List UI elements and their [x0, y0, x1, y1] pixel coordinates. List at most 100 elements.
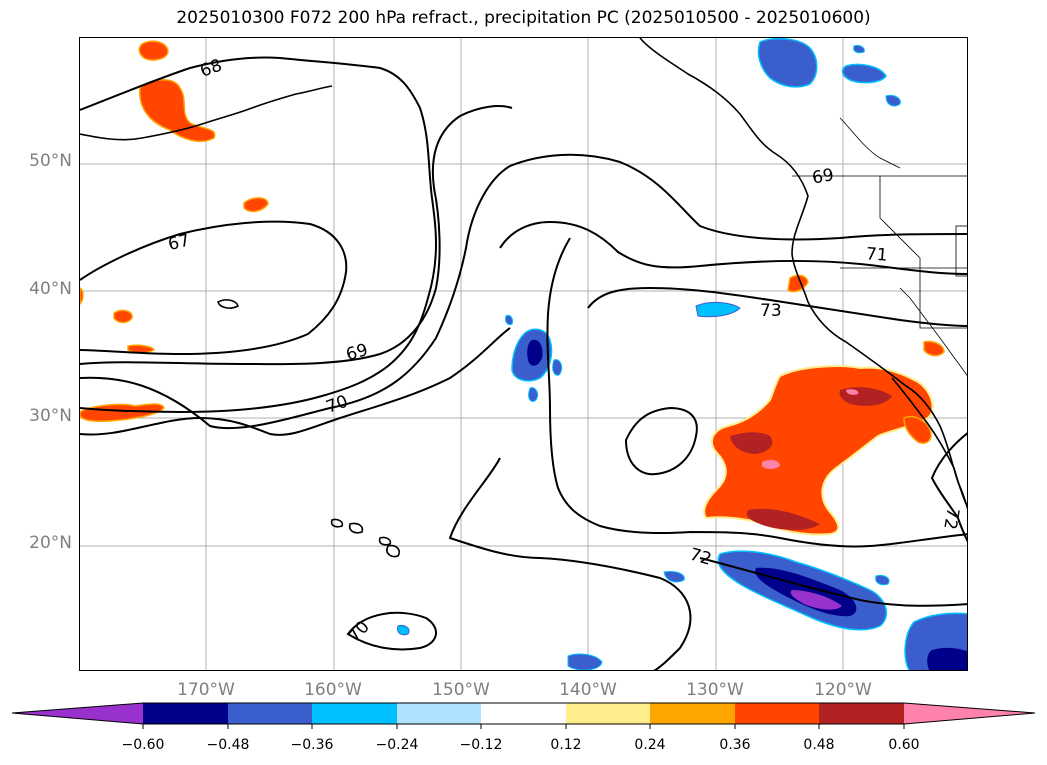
coast-hawaii-3 — [378, 536, 392, 546]
contour-label-68: 68 — [198, 56, 225, 82]
precip-patch-mid-1 — [243, 197, 269, 213]
coast-alaska-south — [80, 85, 333, 141]
contour-72a — [587, 286, 967, 327]
colorbar-extend-low — [12, 703, 143, 724]
contour-70-small — [346, 611, 437, 651]
precip-core-central-neg — [527, 339, 543, 366]
lon-label-170w: 170°W — [177, 680, 235, 700]
contour-73 — [546, 237, 967, 548]
colorbar-tick--0.48: −0.48 — [206, 737, 250, 753]
contour-label-69-north: 69 — [811, 165, 836, 188]
precip-patch-west-edge — [80, 287, 84, 306]
precip-patch-west-1 — [80, 403, 165, 422]
precip-patch-offcoast-neg2 — [875, 575, 890, 586]
contour-label-69: 69 — [344, 340, 370, 365]
colorbar-extend-high — [904, 703, 1035, 724]
colorbar — [11, 702, 1036, 729]
precip-patch-baja — [703, 365, 934, 536]
coastlines — [80, 38, 967, 558]
precip-core-south-purple — [790, 590, 842, 610]
lon-label-130w: 130°W — [686, 680, 744, 700]
colorbar-tick--0.12: −0.12 — [459, 737, 503, 753]
colorbar-tick--0.24: −0.24 — [375, 737, 419, 753]
colorbar-tick--0.36: −0.36 — [290, 737, 334, 753]
colorbar-segment-6 — [650, 703, 735, 724]
contour-67 — [80, 220, 348, 356]
contour-bottom-b — [448, 457, 692, 670]
precip-patch-north-neg4 — [853, 45, 865, 54]
precip-patch-central-neg2 — [528, 387, 539, 402]
political-borders — [792, 117, 967, 376]
precip-patch-nw — [139, 79, 216, 142]
lat-label-30n: 30°N — [29, 406, 72, 426]
colorbar-segment-4 — [481, 703, 566, 724]
precip-core-baja-pink2 — [846, 389, 859, 395]
refractivity-contours — [80, 56, 967, 670]
precip-positive-areas — [80, 40, 945, 536]
colorbar-segment-7 — [735, 703, 819, 724]
colorbar-tick-0.36: 0.36 — [719, 737, 751, 753]
colorbar-tick-0.48: 0.48 — [803, 737, 835, 753]
precip-patch-central-neg3 — [552, 359, 563, 376]
precip-patch-offcoast-neg — [695, 301, 741, 318]
lat-label-20n: 20°N — [29, 533, 72, 553]
contour-east-edge — [930, 432, 967, 543]
colorbar-segment-1 — [228, 703, 312, 724]
lat-label-50n: 50°N — [29, 151, 72, 171]
colorbar-segment-5 — [566, 703, 650, 724]
contour-label-72-east: 72 — [939, 506, 962, 531]
coast-hawaii-4 — [386, 544, 401, 558]
coast-baja — [891, 377, 967, 505]
precip-core-baja-pink — [762, 459, 780, 469]
contour-label-72-south: 72 — [687, 545, 713, 570]
coast-hawaii-1 — [330, 518, 344, 528]
colorbar-segments — [12, 703, 1035, 724]
contour-label-70-south: 70 — [345, 617, 374, 646]
contour-label-67: 67 — [166, 230, 192, 255]
contour-label-70: 70 — [324, 392, 351, 418]
coast-island-west — [217, 299, 239, 309]
contour-68 — [80, 56, 437, 414]
contour-70 — [80, 153, 967, 430]
colorbar-ticks — [142, 724, 905, 729]
coast-hawaii-2 — [348, 522, 364, 534]
colorbar-tick-0.60: 0.60 — [888, 737, 920, 753]
precip-patch-north-neg2 — [841, 63, 887, 84]
coast-north-america — [639, 38, 967, 510]
plot-title: 2025010300 F072 200 hPa refract., precip… — [176, 8, 871, 28]
precip-core-baja-1 — [730, 432, 773, 454]
contour-72c — [624, 406, 698, 476]
lon-label-160w: 160°W — [304, 680, 362, 700]
precip-core-south-neg4 — [927, 647, 967, 670]
precip-patch-hawaii-neg — [397, 625, 410, 636]
precip-patch-north-neg — [757, 38, 818, 88]
contour-label-71: 71 — [865, 244, 888, 265]
colorbar-segment-8 — [819, 703, 904, 724]
precip-core-baja-2 — [746, 508, 820, 530]
map-canvas: 68 67 69 70 71 73 72 72 70 69 — [80, 38, 967, 670]
map-panel: 68 67 69 70 71 73 72 72 70 69 — [79, 37, 968, 671]
contour-bottom — [699, 557, 967, 607]
precip-patch-north-neg3 — [885, 95, 901, 107]
contour-69 — [80, 105, 513, 366]
precip-patch-calif-2 — [923, 340, 945, 357]
precip-patch-south-neg2 — [663, 571, 685, 583]
colorbar-segment-3 — [397, 703, 481, 724]
contour-71 — [499, 220, 967, 275]
colorbar-segment-2 — [312, 703, 397, 724]
lon-label-140w: 140°W — [559, 680, 617, 700]
lon-label-120w: 120°W — [814, 680, 872, 700]
precip-patch-socal — [903, 416, 932, 444]
colorbar-tick--0.60: −0.60 — [121, 737, 165, 753]
lat-label-40n: 40°N — [29, 279, 72, 299]
precip-patch-central-neg4 — [505, 315, 513, 325]
graticule — [80, 38, 967, 670]
contour-label-73: 73 — [760, 301, 782, 321]
colorbar-tick-0.24: 0.24 — [634, 737, 666, 753]
contour-72b — [80, 327, 511, 436]
precip-patch-south-neg3 — [567, 653, 603, 670]
precip-patch-nw-small — [138, 40, 169, 61]
lon-label-150w: 150°W — [432, 680, 490, 700]
colorbar-tick-0.12: 0.12 — [550, 737, 582, 753]
precip-negative-areas — [397, 38, 967, 670]
